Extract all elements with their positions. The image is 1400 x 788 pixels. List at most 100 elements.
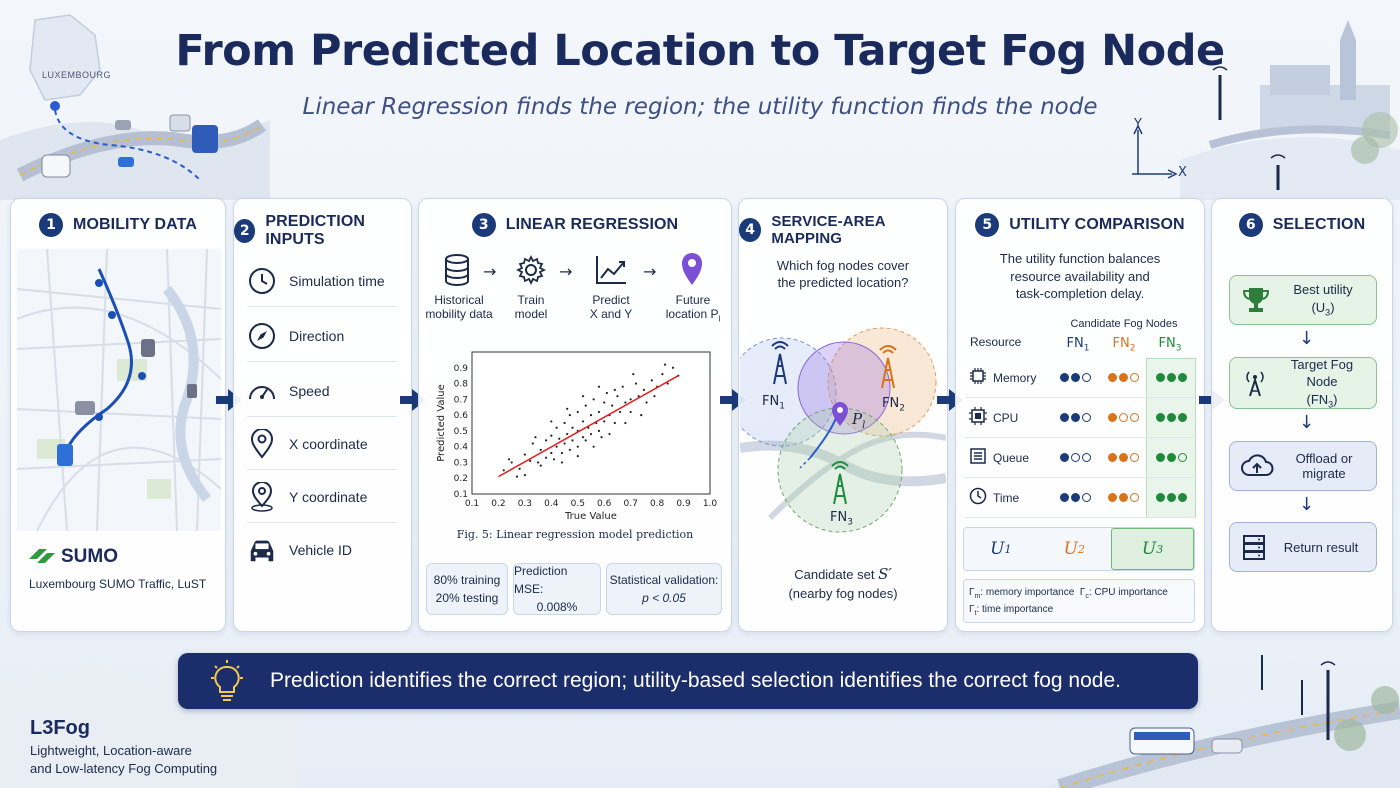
page-subtitle: Linear Regression finds the region; the … [302,94,1098,120]
queue-icon [969,447,987,468]
resource-header: Resource [970,335,1022,349]
level-indicator [1147,438,1195,477]
input-label: Simulation time [289,272,385,289]
input-vehicle-id: Vehicle ID [247,524,397,576]
mobility-caption: Luxembourg SUMO Traffic, LuST [29,577,207,591]
scatter-point [637,395,640,398]
scatter-point [611,404,614,407]
input-label: Vehicle ID [289,542,353,558]
lightbulb-icon [211,660,243,701]
scatter-point [550,420,553,423]
stat-validation: Statistical validation: p < 0.05 [606,563,722,615]
scatter-point [558,437,561,440]
step-label: Future location Pl [665,293,721,324]
scatter-point [539,464,542,467]
level-indicator [1099,358,1147,397]
fog-tower-icon [831,461,849,505]
step-label: Train model [514,293,548,322]
scatter-point [621,385,624,388]
panel-title: MOBILITY DATA [73,216,197,233]
scatter-point [552,458,556,461]
scatter-point [592,398,595,401]
input-x-coordinate: X coordinate [247,418,397,470]
input-label: X coordinate [289,435,368,452]
scatter-point [568,414,571,417]
x-tick-label: 0.9 [676,499,691,509]
fit-line [498,375,679,478]
fn2-label: FN2 [882,396,905,414]
scatter-point [523,453,526,456]
resource-label: CPU [993,410,1019,425]
level-indicator [1099,438,1147,477]
scatter-point [581,420,585,423]
step-number: 4 [739,218,762,242]
scatter-point [634,382,638,385]
return-result-box: Return result [1229,522,1377,572]
scatter-point [608,432,611,436]
y-tick-label: 0.7 [454,395,468,405]
scatter-point [581,436,585,439]
summary-banner: Prediction identifies the correct region… [178,653,1198,709]
scatter-point [576,410,579,414]
input-simulation-time: Simulation time [247,255,397,307]
panel-title: UTILITY COMPARISON [1009,216,1185,233]
down-arrow: ↓ [1299,328,1315,349]
scatter-point [632,372,635,376]
scatter-point [629,410,632,414]
scatter-point [616,395,619,398]
target-fog-node-box: Target Fog Node (FN3) [1229,357,1377,409]
utility-row-queue: Queue [965,438,1195,478]
input-label: Y coordinate [289,488,368,505]
step-label: Predict X and Y [589,293,633,322]
x-tick-label: 0.8 [650,499,665,509]
x-tick-label: 0.1 [465,499,479,509]
scatter-point [624,401,627,404]
fn-column-header: FN1 [1066,336,1090,354]
level-indicator [1147,398,1195,437]
scatter-point [613,388,616,391]
panel-title: LINEAR REGRESSION [505,216,679,233]
page-title: From Predicted Location to Target Fog No… [175,26,1225,76]
fn-column-header: FN2 [1112,336,1136,354]
scatter-point [603,420,606,423]
step-number: 6 [1238,213,1263,237]
scatter-point [603,401,606,404]
scatter-point [576,445,579,448]
gear-icon [515,254,547,286]
step-label: Historical mobility data [425,293,493,322]
panel-title: PREDICTION INPUTS [265,213,366,248]
input-label: Direction [289,327,345,344]
scatter-point [502,469,505,472]
scatter-point [515,475,519,478]
scatter-point [544,456,548,459]
step-number: 3 [471,213,496,237]
resource-label: Memory [993,370,1037,385]
car-icon [250,540,274,562]
scatter-point [507,458,511,461]
scatter-point [518,467,521,470]
clock-icon [249,267,275,294]
chip-icon [969,367,987,388]
database-icon [445,254,469,286]
location-pin-icon [682,253,702,285]
trend-chart-icon [596,256,626,284]
scatter-point [529,459,532,462]
level-indicator [1099,478,1147,517]
scatter-point [624,421,627,425]
scatter-point [555,445,558,448]
plot-area [471,351,711,495]
scatter-point [663,363,667,366]
level-indicator [1099,398,1147,437]
scatter-point [537,461,540,464]
level-indicator [1051,398,1099,437]
step-number: 5 [975,213,1000,237]
trophy-icon [1242,288,1270,312]
figure-caption: Fig. 5: Linear regression model predicti… [456,528,694,541]
y-tick-label: 0.8 [454,380,469,390]
scatter-point [566,432,569,436]
candidate-set-label: Candidate set S′ (nearby fog nodes) [788,565,898,601]
scatter-point [510,461,513,464]
scatter-point [640,414,643,417]
mapping-question: Which fog nodes cover the predicted locat… [776,258,910,290]
